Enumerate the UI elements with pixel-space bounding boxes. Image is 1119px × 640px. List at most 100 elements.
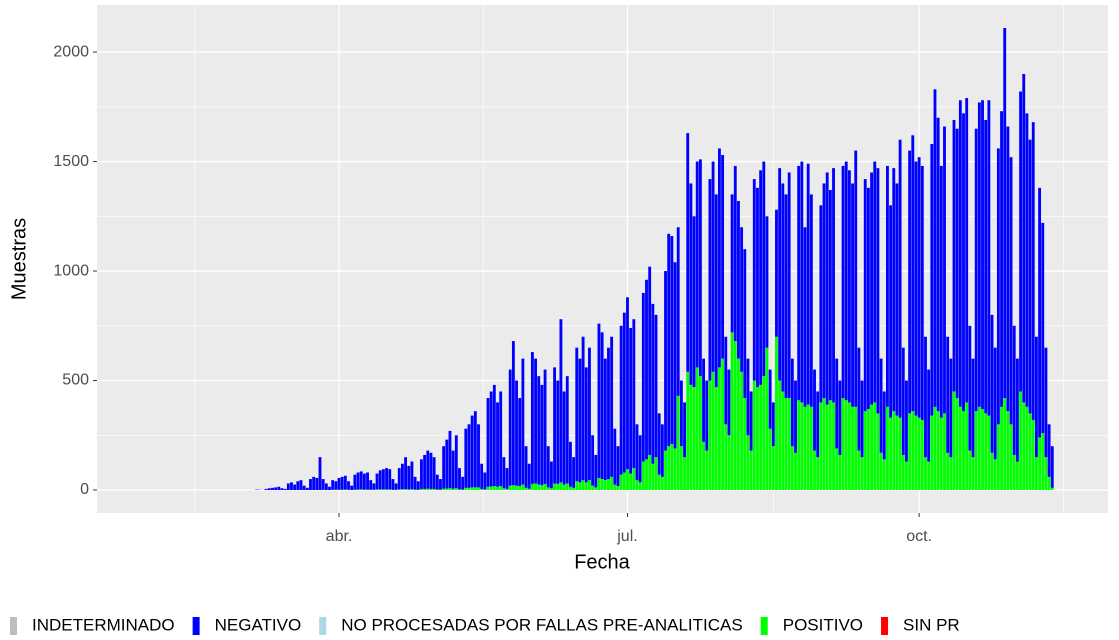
bar [613, 428, 617, 485]
bar [667, 446, 671, 491]
bar [461, 476, 465, 490]
bar [717, 148, 721, 368]
bar [679, 446, 683, 491]
bar [588, 480, 591, 491]
bar [610, 336, 614, 477]
legend-label: POSITIVO [783, 615, 863, 634]
bar [930, 144, 934, 416]
bar [787, 398, 791, 491]
bar [924, 336, 927, 458]
bar [429, 452, 433, 489]
bar [600, 332, 604, 480]
bar [597, 477, 601, 491]
bar [496, 402, 499, 487]
bar [556, 483, 560, 491]
bar [708, 380, 712, 491]
bar [943, 126, 946, 414]
bar [1015, 461, 1019, 491]
bar [724, 336, 728, 425]
bar [876, 168, 880, 414]
bar [689, 183, 693, 385]
bar [629, 473, 633, 491]
bar [737, 358, 740, 491]
bar [771, 402, 775, 447]
bar [321, 479, 325, 490]
bar [470, 487, 474, 491]
bar [971, 358, 975, 458]
bar [1050, 487, 1054, 491]
bar [562, 391, 566, 485]
bar [515, 485, 518, 491]
bar [781, 391, 785, 491]
bar [530, 483, 534, 491]
bar [892, 411, 896, 491]
bar [851, 183, 854, 407]
bar [1009, 157, 1013, 425]
bar [898, 139, 902, 418]
bar [388, 489, 392, 491]
bar [470, 415, 474, 488]
bar [1047, 424, 1051, 477]
bar [752, 179, 756, 381]
bar [378, 470, 382, 490]
bar [657, 474, 661, 491]
bar [527, 463, 531, 489]
bar [695, 161, 699, 368]
bar [863, 411, 867, 491]
bar [721, 358, 725, 491]
bar [549, 488, 553, 491]
bar [1022, 73, 1026, 403]
bar [622, 312, 626, 473]
bar [492, 486, 496, 491]
bar [692, 387, 696, 491]
bar [977, 406, 981, 491]
bar [711, 371, 715, 491]
bar [952, 119, 956, 392]
bar [1000, 111, 1003, 407]
bar [854, 406, 858, 491]
bar [981, 408, 984, 491]
bar [946, 452, 950, 491]
bar [299, 480, 303, 491]
bar [825, 404, 829, 491]
bar [328, 486, 331, 491]
bar [372, 483, 376, 490]
bar [765, 347, 769, 491]
bar [717, 367, 721, 491]
bar [889, 417, 893, 491]
bar [407, 465, 411, 490]
bar [356, 472, 360, 490]
bar [635, 424, 639, 481]
bar [702, 358, 705, 442]
bar [838, 454, 842, 491]
bar [895, 183, 899, 416]
bar [400, 489, 404, 491]
bar [429, 488, 433, 491]
bar [635, 480, 639, 491]
bar [911, 135, 915, 412]
bar [971, 457, 975, 491]
bar [695, 367, 699, 491]
bar [905, 461, 908, 491]
bar [775, 209, 778, 337]
bar [1003, 27, 1007, 399]
bar [825, 172, 829, 405]
bar [537, 376, 541, 485]
bar [416, 481, 420, 490]
bar [290, 482, 293, 491]
x-tick-label: abr. [326, 528, 353, 545]
bar [879, 358, 883, 453]
bar [733, 341, 737, 491]
bar [984, 413, 988, 491]
bar [1034, 457, 1038, 491]
bar [603, 480, 607, 491]
bar [778, 380, 782, 491]
bar [645, 459, 648, 491]
bar [933, 406, 937, 491]
bar [781, 183, 785, 392]
bar [981, 100, 984, 409]
bar [771, 446, 775, 491]
bar [489, 486, 493, 491]
bar [464, 487, 468, 491]
bar [873, 161, 877, 403]
